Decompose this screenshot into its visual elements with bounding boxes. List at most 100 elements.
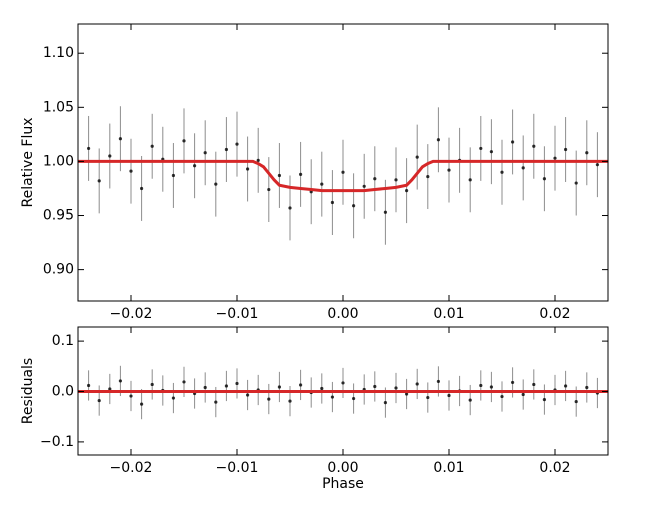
data-point — [436, 379, 440, 384]
data-point — [108, 154, 112, 158]
data-point — [288, 206, 292, 210]
data-point — [182, 380, 186, 384]
data-point — [542, 397, 547, 402]
data-point — [394, 178, 398, 182]
data-point — [330, 395, 334, 399]
data-point — [129, 394, 133, 398]
x-tick-label: 0.02 — [539, 306, 570, 322]
data-point — [489, 385, 493, 389]
data-point — [118, 137, 122, 141]
data-point — [574, 181, 578, 185]
data-point — [203, 385, 207, 390]
data-point — [564, 147, 568, 152]
data-point — [352, 204, 356, 208]
data-point — [532, 382, 536, 387]
x-tick-label: −0.01 — [216, 306, 259, 322]
data-point — [500, 394, 504, 399]
data-point — [447, 168, 451, 172]
data-point — [553, 156, 557, 160]
data-point — [405, 392, 409, 396]
data-point — [352, 396, 356, 401]
data-point — [150, 382, 154, 387]
data-point — [140, 186, 144, 191]
data-point — [97, 179, 101, 183]
data-point — [595, 163, 600, 167]
data-point — [320, 386, 324, 391]
data-point — [479, 146, 483, 151]
y-axis-label: Residuals — [20, 358, 36, 424]
data-point — [426, 395, 430, 400]
data-point — [468, 178, 472, 182]
data-point — [246, 393, 250, 397]
data-point — [171, 396, 175, 400]
data-point — [574, 399, 578, 404]
data-point — [277, 385, 281, 389]
data-point — [510, 140, 515, 144]
data-point — [585, 385, 589, 390]
data-point — [87, 146, 91, 151]
x-tick-label: −0.01 — [216, 460, 259, 476]
y-tick-label: −0.1 — [40, 434, 74, 450]
data-point — [118, 379, 122, 383]
y-tick-label: 1.05 — [43, 99, 74, 115]
data-point — [500, 170, 504, 174]
data-point — [299, 172, 303, 177]
x-tick-label: 0.02 — [539, 460, 570, 476]
data-point — [330, 200, 334, 205]
y-tick-label: 1.10 — [43, 45, 74, 61]
data-point — [341, 381, 345, 385]
data-point — [214, 400, 218, 404]
data-point — [510, 380, 515, 385]
data-point — [288, 399, 292, 403]
data-point — [373, 384, 377, 389]
data-point — [150, 144, 154, 148]
data-point — [87, 383, 91, 388]
data-point — [468, 398, 472, 402]
x-tick-label: −0.02 — [110, 460, 153, 476]
data-point — [214, 182, 218, 186]
data-point — [521, 392, 525, 397]
data-point — [182, 139, 186, 143]
data-point — [267, 187, 271, 192]
data-point — [542, 177, 547, 181]
data-point — [405, 189, 409, 193]
data-point — [203, 151, 207, 155]
data-point — [436, 138, 440, 142]
data-point — [447, 393, 451, 398]
data-point — [97, 398, 101, 403]
data-point — [383, 210, 387, 214]
data-point — [489, 150, 493, 154]
data-point — [341, 170, 345, 174]
x-tick-label: 0.01 — [433, 306, 464, 322]
x-axis-label: Phase — [322, 476, 364, 492]
data-point — [108, 387, 112, 391]
data-point — [383, 400, 387, 405]
x-tick-label: 0.00 — [327, 460, 358, 476]
data-point — [224, 384, 228, 388]
data-point — [415, 382, 419, 386]
y-tick-label: 0.90 — [43, 262, 74, 278]
data-point — [362, 184, 366, 188]
data-point — [267, 397, 271, 401]
y-tick-label: 1.00 — [43, 153, 74, 169]
data-point — [320, 182, 324, 186]
data-point — [373, 177, 377, 181]
y-axis-label: Relative Flux — [20, 117, 36, 207]
data-point — [532, 144, 536, 148]
data-point — [415, 155, 419, 159]
data-point — [299, 383, 303, 387]
data-point — [235, 142, 239, 146]
data-point — [140, 402, 144, 406]
data-point — [426, 174, 430, 179]
data-point — [235, 381, 239, 386]
data-point — [224, 147, 228, 152]
x-tick-label: 0.00 — [327, 306, 358, 322]
data-point — [521, 166, 525, 170]
data-point — [394, 386, 398, 390]
x-tick-label: 0.01 — [433, 460, 464, 476]
data-point — [171, 173, 175, 178]
data-point — [277, 173, 281, 178]
data-point — [564, 384, 568, 388]
